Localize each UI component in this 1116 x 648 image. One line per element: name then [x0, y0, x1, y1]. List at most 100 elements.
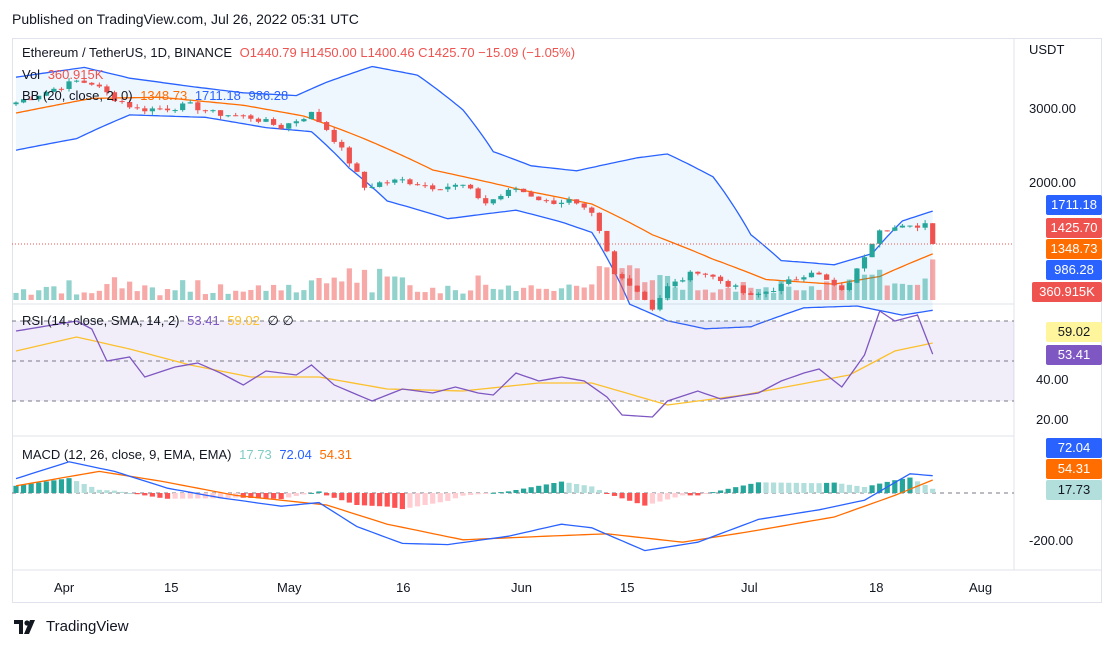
candle-body [301, 119, 307, 122]
candle-body [574, 199, 580, 204]
macd-histogram-bar [907, 477, 913, 493]
volume-legend: Vol 360.915K [22, 67, 107, 82]
macd-histogram-bar [134, 493, 140, 495]
volume-bar [217, 284, 224, 300]
volume-bar [558, 288, 565, 300]
volume-bar [664, 275, 671, 300]
candle-body [824, 274, 830, 280]
volume-bar [899, 283, 905, 300]
macd-histogram-bar [786, 482, 792, 493]
volume-bar [392, 276, 398, 300]
x-tick-aug: Aug [969, 580, 993, 595]
volume-bar [96, 290, 102, 300]
candle-body [717, 276, 724, 282]
macd-histogram-bar [642, 493, 648, 506]
volume-bar [877, 269, 883, 300]
volume-bar [127, 281, 133, 300]
volume-bar [286, 284, 292, 300]
macd-histogram-bar [771, 482, 777, 493]
volume-bar [596, 266, 602, 300]
candle-body [233, 115, 239, 117]
volume-bar [172, 290, 178, 300]
volume-bar [66, 280, 72, 300]
volume-bar [422, 292, 428, 300]
tag-rsi-sma: 59.02 [1046, 322, 1102, 342]
macd-histogram-bar [763, 482, 769, 493]
rsi-extra: ∅ ∅ [267, 313, 294, 328]
candle-body [399, 179, 405, 181]
candle-body [786, 279, 792, 284]
bb-basis-line [15, 96, 933, 285]
macd-histogram-bar [505, 491, 512, 493]
candle-body [96, 84, 102, 87]
macd-histogram-bar [96, 489, 102, 493]
candle-body [702, 273, 709, 275]
candle-body [187, 102, 193, 104]
rsi-label: RSI (14, close, SMA, 14, 2) [22, 313, 180, 328]
volume-bar [187, 291, 193, 300]
volume-bar [702, 289, 709, 300]
candle-body [210, 110, 216, 112]
volume-bar [437, 293, 443, 300]
volume-bar [627, 265, 633, 300]
price-tick-3000: 3000.00 [1029, 101, 1076, 116]
macd-histogram-bar [551, 483, 557, 493]
macd-histogram-bar [392, 493, 398, 508]
macd-histogram-bar [619, 493, 625, 499]
volume-bar [611, 256, 618, 300]
published-note: Published on TradingView.com, Jul 26, 20… [12, 11, 359, 27]
volume-bar [740, 282, 746, 300]
macd-histogram-bar [877, 483, 883, 493]
tradingview-logo[interactable]: TradingView [14, 618, 129, 635]
volume-bar [892, 283, 898, 300]
macd-histogram-bar [808, 483, 815, 493]
candle-body [513, 188, 519, 190]
candle-body [490, 199, 496, 204]
candle-body [172, 110, 178, 112]
tag-bb-lower: 986.28 [1046, 260, 1102, 280]
macd-histogram-bar [286, 493, 292, 498]
volume-bar [210, 292, 216, 300]
candle-body [414, 184, 421, 186]
x-tick-jun15: 15 [620, 580, 635, 595]
volume-bar [81, 292, 87, 300]
macd-histogram-bar [308, 492, 315, 494]
rsi-tick-20: 20.00 [1036, 412, 1069, 427]
candle-body [793, 279, 799, 281]
candle-body [566, 199, 572, 203]
candle-body [111, 92, 118, 102]
bb-lower-value: 986.28 [248, 88, 289, 103]
volume-bar [240, 291, 246, 300]
candle-body [354, 163, 360, 172]
candle-body [51, 88, 57, 92]
volume-bar [20, 289, 27, 300]
volume-bar [202, 294, 208, 300]
candle-body [255, 118, 262, 122]
macd-label: MACD (12, 26, close, 9, EMA, EMA) [22, 447, 232, 462]
candle-body [467, 184, 474, 189]
candle-body [725, 281, 731, 287]
volume-bar [346, 268, 352, 300]
macd-histogram-bar [180, 493, 186, 499]
macd-histogram-bar [824, 482, 830, 493]
candle-body [528, 192, 534, 197]
volume-bar [839, 284, 845, 300]
volume-bar [657, 275, 663, 300]
volume-bar [51, 286, 57, 300]
volume-bar [861, 274, 868, 300]
volume-bar [104, 284, 110, 300]
candle-body [483, 198, 489, 204]
macd-histogram-bar [20, 484, 27, 493]
candle-body [907, 225, 913, 227]
macd-histogram-bar [195, 493, 201, 499]
macd-histogram-bar [733, 487, 739, 493]
candle-body [422, 185, 428, 187]
volume-bar [255, 285, 262, 300]
volume-bar [748, 287, 754, 300]
macd-histogram-bar [460, 493, 466, 496]
tag-bb-upper: 1711.18 [1046, 195, 1102, 215]
candle-body [884, 230, 890, 232]
tag-bb-basis: 1348.73 [1046, 239, 1102, 259]
macd-histogram-bar [324, 493, 330, 496]
